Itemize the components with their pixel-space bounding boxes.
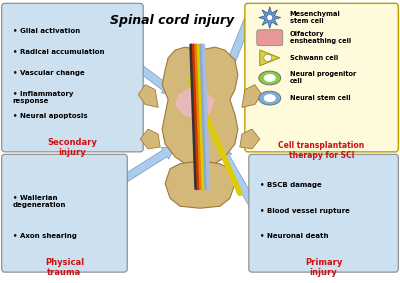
Text: • Blood vessel rupture: • Blood vessel rupture xyxy=(260,208,350,214)
Text: Physical
trauma: Physical trauma xyxy=(45,258,84,277)
Text: • BSCB damage: • BSCB damage xyxy=(260,183,322,188)
Text: • Radical accumulation: • Radical accumulation xyxy=(13,49,104,55)
Text: Spinal cord injury: Spinal cord injury xyxy=(110,14,234,27)
FancyBboxPatch shape xyxy=(257,30,283,46)
Polygon shape xyxy=(240,129,260,149)
FancyBboxPatch shape xyxy=(249,154,398,272)
Text: Cell transplantation
therapy for SCI: Cell transplantation therapy for SCI xyxy=(278,141,365,160)
Text: • Neural apoptosis: • Neural apoptosis xyxy=(13,113,87,119)
Polygon shape xyxy=(260,50,280,66)
FancyArrow shape xyxy=(220,147,258,210)
Ellipse shape xyxy=(259,71,281,85)
Ellipse shape xyxy=(264,54,272,61)
Text: Olfactory
ensheathing cell: Olfactory ensheathing cell xyxy=(290,31,351,44)
Polygon shape xyxy=(162,47,238,164)
Text: • Glial activation: • Glial activation xyxy=(13,27,80,34)
Text: Schwann cell: Schwann cell xyxy=(290,55,338,61)
Polygon shape xyxy=(259,7,281,29)
Text: Mesenchymal
stem cell: Mesenchymal stem cell xyxy=(290,11,340,24)
Ellipse shape xyxy=(264,94,276,102)
Polygon shape xyxy=(138,85,158,108)
Polygon shape xyxy=(140,129,160,149)
FancyBboxPatch shape xyxy=(245,3,398,152)
Ellipse shape xyxy=(259,91,281,105)
FancyArrow shape xyxy=(60,147,175,221)
Text: Primary
injury: Primary injury xyxy=(305,258,342,277)
FancyArrow shape xyxy=(60,7,175,95)
Polygon shape xyxy=(175,88,215,119)
FancyBboxPatch shape xyxy=(2,154,127,272)
Text: • Vascular change: • Vascular change xyxy=(13,70,84,76)
Text: • Neuronal death: • Neuronal death xyxy=(260,233,328,239)
Text: • Inflammatory
response: • Inflammatory response xyxy=(13,91,73,104)
Polygon shape xyxy=(242,85,262,108)
Text: • Axon shearing: • Axon shearing xyxy=(13,233,76,239)
Text: • Wallerian
degeneration: • Wallerian degeneration xyxy=(13,195,66,208)
Ellipse shape xyxy=(264,74,276,82)
Text: Neural stem cell: Neural stem cell xyxy=(290,95,350,101)
Polygon shape xyxy=(165,161,235,208)
FancyBboxPatch shape xyxy=(2,3,143,152)
Ellipse shape xyxy=(267,15,273,21)
Text: Secondary
injury: Secondary injury xyxy=(48,138,97,157)
FancyArrow shape xyxy=(218,9,256,90)
Text: Neural progenitor
cell: Neural progenitor cell xyxy=(290,72,356,85)
